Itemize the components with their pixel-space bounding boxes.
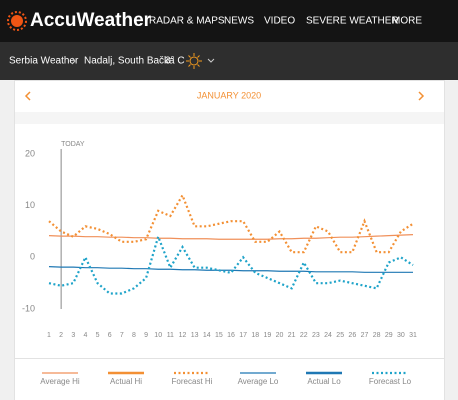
y-tick-label: -10 xyxy=(22,303,35,313)
x-tick-label: 23 xyxy=(312,332,320,339)
series-line xyxy=(48,233,414,295)
x-tick-label: 24 xyxy=(324,332,332,339)
x-tick-label: 12 xyxy=(179,332,187,339)
y-tick-label: 20 xyxy=(25,148,35,158)
x-tick-label: 9 xyxy=(144,332,148,339)
legend-label: Average Lo xyxy=(238,377,279,386)
series-line xyxy=(48,234,414,240)
x-tick-label: 28 xyxy=(373,332,381,339)
nav-item[interactable]: NEWS xyxy=(224,16,254,27)
x-tick-label: 18 xyxy=(251,332,259,339)
x-tick-label: 31 xyxy=(409,332,417,339)
x-tick-label: 15 xyxy=(215,332,223,339)
x-tick-label: 27 xyxy=(361,332,369,339)
x-tick-label: 6 xyxy=(108,332,112,339)
y-tick-label: 0 xyxy=(30,252,35,262)
x-tick-label: 22 xyxy=(300,332,308,339)
x-tick-label: 29 xyxy=(385,332,393,339)
top-bar xyxy=(0,0,458,42)
y-tick-label: 10 xyxy=(25,200,35,210)
sun-icon xyxy=(186,53,202,69)
x-tick-label: 21 xyxy=(288,332,296,339)
month-title: JANUARY 2020 xyxy=(197,90,261,100)
x-tick-label: 26 xyxy=(348,332,356,339)
x-tick-label: 7 xyxy=(120,332,124,339)
prev-arrow[interactable] xyxy=(24,91,31,101)
series-line xyxy=(48,266,413,273)
x-tick-label: 16 xyxy=(227,332,235,339)
x-tick-label: 1 xyxy=(47,332,51,339)
nav-item[interactable]: MORE xyxy=(392,16,422,27)
chevron xyxy=(71,57,76,65)
x-tick-label: 20 xyxy=(276,332,284,339)
divider-band xyxy=(15,112,444,124)
x-tick-label: 3 xyxy=(71,332,75,339)
dropdown-chevron[interactable] xyxy=(207,58,215,63)
x-tick-label: 2 xyxy=(59,332,63,339)
x-tick-label: 11 xyxy=(167,332,174,339)
breadcrumb-temperature: 3° C xyxy=(165,56,185,67)
x-tick-label: 17 xyxy=(239,332,247,339)
logo[interactable]: AccuWeather xyxy=(30,10,152,31)
legend-label: Actual Lo xyxy=(307,377,341,386)
legend-label: Average Hi xyxy=(40,377,80,386)
x-tick-label: 13 xyxy=(191,332,199,339)
legend-label: Forecast Lo xyxy=(369,377,412,386)
breadcrumb-location[interactable]: Nadalj, South Bačka xyxy=(84,56,175,67)
x-tick-label: 30 xyxy=(397,332,405,339)
nav-item[interactable]: VIDEO xyxy=(264,16,295,27)
x-tick-label: 19 xyxy=(264,332,272,339)
nav-item[interactable]: RADAR & MAPS xyxy=(149,16,225,27)
legend-label: Actual Hi xyxy=(110,377,142,386)
x-tick-label: 14 xyxy=(203,332,211,339)
card xyxy=(14,80,445,400)
next-arrow[interactable] xyxy=(418,91,425,101)
x-tick-label: 10 xyxy=(154,332,162,339)
breadcrumb-bar xyxy=(0,42,458,80)
nav-item[interactable]: SEVERE WEATHER xyxy=(306,16,399,27)
today-label: TODAY xyxy=(61,141,85,148)
legend-label: Forecast Hi xyxy=(172,377,213,386)
x-tick-label: 5 xyxy=(96,332,100,339)
logo-icon xyxy=(7,11,27,31)
series-line xyxy=(48,192,414,254)
breadcrumb-country[interactable]: Serbia Weather xyxy=(9,56,79,67)
x-tick-label: 25 xyxy=(336,332,344,339)
x-tick-label: 8 xyxy=(132,332,136,339)
x-tick-label: 4 xyxy=(83,332,87,339)
